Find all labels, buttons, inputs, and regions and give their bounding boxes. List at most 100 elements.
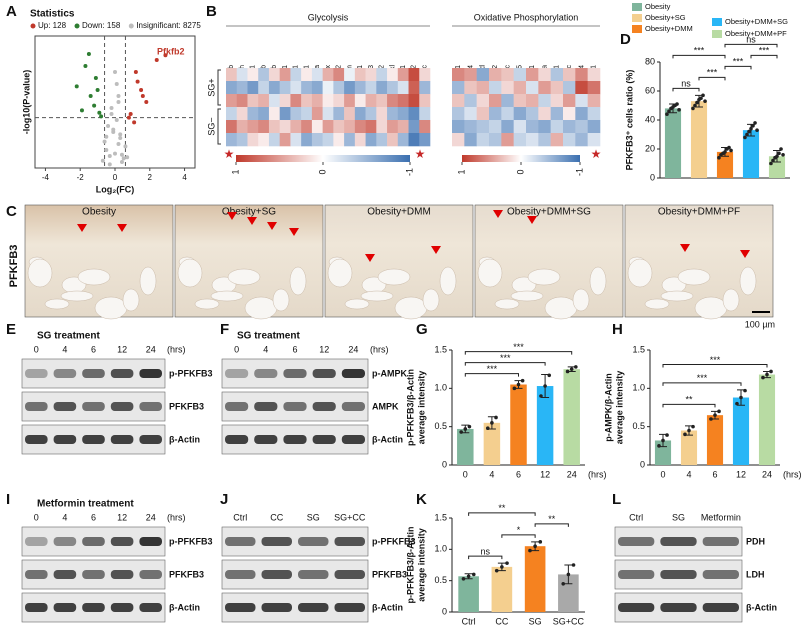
point bbox=[467, 424, 472, 429]
row-label: PFKFB3 bbox=[169, 569, 204, 579]
heat-cell bbox=[513, 81, 527, 95]
heat-cell bbox=[387, 107, 399, 121]
marrow-space bbox=[544, 296, 578, 320]
bar bbox=[491, 566, 513, 612]
heat-cell bbox=[236, 120, 248, 134]
heat-cell bbox=[279, 120, 291, 134]
lane-label: 24 bbox=[348, 344, 358, 354]
band bbox=[341, 435, 365, 444]
y-axis-label: average intensity bbox=[614, 371, 624, 445]
heat-cell bbox=[489, 68, 502, 82]
arrowhead bbox=[77, 224, 87, 232]
heat-cell bbox=[258, 94, 270, 108]
heat-cell bbox=[236, 68, 248, 82]
marrow-space bbox=[344, 298, 370, 310]
point bbox=[74, 84, 79, 89]
panel-letter: L bbox=[612, 491, 621, 508]
band bbox=[53, 435, 77, 444]
point bbox=[118, 136, 123, 140]
heat-cell bbox=[538, 81, 551, 95]
point bbox=[665, 112, 669, 116]
point bbox=[691, 424, 695, 429]
heat-cell bbox=[290, 68, 302, 82]
significance-bracket bbox=[464, 362, 546, 366]
heat-cell bbox=[550, 120, 564, 134]
band bbox=[618, 603, 655, 612]
significance-bracket bbox=[672, 87, 700, 92]
point bbox=[574, 365, 578, 369]
lane-label: 6 bbox=[292, 344, 297, 354]
point bbox=[139, 88, 144, 92]
legend-label: Up: 128 bbox=[38, 21, 67, 30]
point bbox=[463, 427, 468, 431]
point bbox=[727, 145, 731, 150]
panel-letter: J bbox=[220, 491, 228, 508]
point bbox=[102, 139, 107, 144]
image-title: Obesity+DMM+PF bbox=[658, 207, 740, 218]
heat-cell bbox=[575, 120, 588, 134]
point bbox=[571, 563, 576, 567]
y-tick-label: 80 bbox=[645, 56, 655, 66]
row-label: PDH bbox=[746, 536, 765, 546]
arrowhead bbox=[527, 216, 537, 224]
heat-cell bbox=[376, 81, 388, 95]
panel-letter: F bbox=[220, 321, 229, 338]
heat-cell bbox=[311, 81, 323, 95]
band bbox=[139, 402, 162, 411]
legend-label: Obesity bbox=[645, 2, 671, 11]
x-tick-label: 12 bbox=[540, 469, 550, 479]
significance-label: *** bbox=[733, 57, 744, 67]
point bbox=[667, 109, 671, 114]
legend-marker bbox=[128, 23, 134, 29]
point bbox=[104, 134, 109, 139]
heat-cell bbox=[476, 133, 490, 147]
point bbox=[761, 375, 765, 380]
heat-cell bbox=[526, 120, 539, 134]
x-tick-label: CC bbox=[495, 616, 508, 626]
band bbox=[312, 435, 336, 444]
bar bbox=[732, 397, 750, 465]
band bbox=[110, 369, 134, 378]
point bbox=[753, 121, 757, 125]
point bbox=[743, 388, 747, 393]
point bbox=[132, 120, 137, 125]
heat-cell bbox=[301, 81, 313, 95]
band bbox=[110, 603, 134, 612]
heat-cell bbox=[587, 94, 601, 108]
heat-cell bbox=[526, 68, 539, 82]
significance-label: ** bbox=[498, 503, 506, 513]
x-tick-label: 2 bbox=[148, 173, 153, 182]
heat-cell bbox=[279, 94, 291, 108]
x-tick-label: 6 bbox=[516, 469, 521, 479]
point bbox=[569, 367, 574, 371]
heat-cell bbox=[354, 107, 366, 121]
heat-cell bbox=[268, 107, 280, 121]
marrow-space bbox=[677, 268, 711, 286]
row-label: AMPK bbox=[372, 401, 399, 411]
point bbox=[687, 428, 691, 433]
arrowhead bbox=[365, 254, 375, 262]
marrow-space bbox=[589, 266, 607, 296]
heat-cell bbox=[333, 120, 345, 134]
heat-cell bbox=[258, 107, 270, 121]
point bbox=[512, 386, 517, 391]
point bbox=[163, 53, 168, 58]
legend-swatch bbox=[632, 3, 642, 11]
lane-label: 0 bbox=[234, 344, 239, 354]
legend-label: Down: 158 bbox=[82, 21, 121, 30]
point bbox=[683, 432, 687, 437]
y-tick-label: 1.0 bbox=[434, 383, 447, 393]
heat-cell bbox=[408, 120, 420, 134]
heat-cell bbox=[513, 133, 527, 147]
heat-cell bbox=[365, 120, 377, 134]
point bbox=[466, 574, 471, 579]
heat-cell bbox=[387, 94, 399, 108]
point bbox=[133, 70, 138, 74]
lane-label: CC bbox=[270, 512, 283, 522]
heat-cell bbox=[301, 94, 313, 108]
blot-title: SG treatment bbox=[237, 331, 300, 342]
y-tick-label: 1.0 bbox=[434, 544, 447, 554]
band bbox=[261, 603, 292, 612]
heat-cell bbox=[489, 81, 502, 95]
bar bbox=[716, 151, 734, 178]
